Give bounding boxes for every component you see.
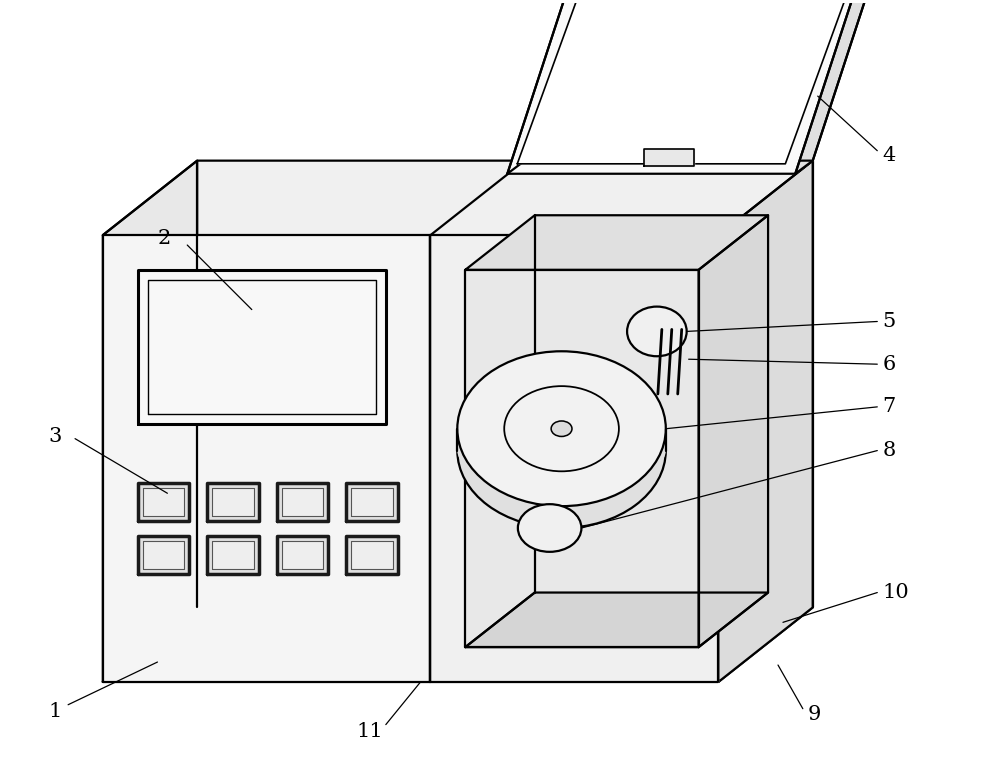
Text: 9: 9 [808, 705, 821, 724]
Polygon shape [282, 488, 323, 516]
Polygon shape [277, 536, 328, 573]
Polygon shape [103, 160, 197, 682]
Text: 6: 6 [882, 354, 896, 374]
Polygon shape [465, 215, 768, 270]
Ellipse shape [518, 504, 581, 552]
Ellipse shape [457, 351, 666, 506]
Polygon shape [138, 536, 189, 573]
Text: 2: 2 [157, 228, 171, 248]
Polygon shape [282, 541, 323, 569]
Text: 1: 1 [48, 702, 62, 721]
Text: 11: 11 [356, 722, 383, 741]
Text: 8: 8 [882, 441, 896, 460]
Polygon shape [351, 488, 393, 516]
Ellipse shape [457, 373, 666, 528]
Polygon shape [212, 541, 254, 569]
Polygon shape [138, 483, 189, 521]
Polygon shape [507, 0, 891, 174]
Polygon shape [207, 483, 259, 521]
Polygon shape [351, 541, 393, 569]
Ellipse shape [551, 421, 572, 436]
Text: 10: 10 [882, 583, 909, 602]
Polygon shape [718, 160, 813, 682]
Polygon shape [103, 608, 813, 682]
Polygon shape [346, 483, 398, 521]
Polygon shape [143, 541, 184, 569]
Polygon shape [103, 160, 813, 235]
Polygon shape [465, 270, 699, 647]
Polygon shape [277, 483, 328, 521]
Text: 7: 7 [882, 397, 896, 416]
Polygon shape [430, 235, 718, 682]
Polygon shape [644, 149, 694, 166]
Polygon shape [143, 488, 184, 516]
Polygon shape [138, 270, 386, 424]
Polygon shape [465, 593, 768, 647]
Polygon shape [346, 536, 398, 573]
Text: 5: 5 [882, 312, 896, 331]
Text: 4: 4 [882, 146, 896, 165]
Polygon shape [103, 235, 430, 682]
Polygon shape [517, 0, 881, 164]
Polygon shape [699, 215, 768, 647]
Ellipse shape [627, 307, 687, 356]
Ellipse shape [457, 412, 666, 489]
Polygon shape [525, 0, 908, 160]
Text: 3: 3 [48, 427, 62, 446]
Polygon shape [507, 0, 620, 174]
Polygon shape [795, 0, 908, 174]
Polygon shape [212, 488, 254, 516]
Polygon shape [207, 536, 259, 573]
